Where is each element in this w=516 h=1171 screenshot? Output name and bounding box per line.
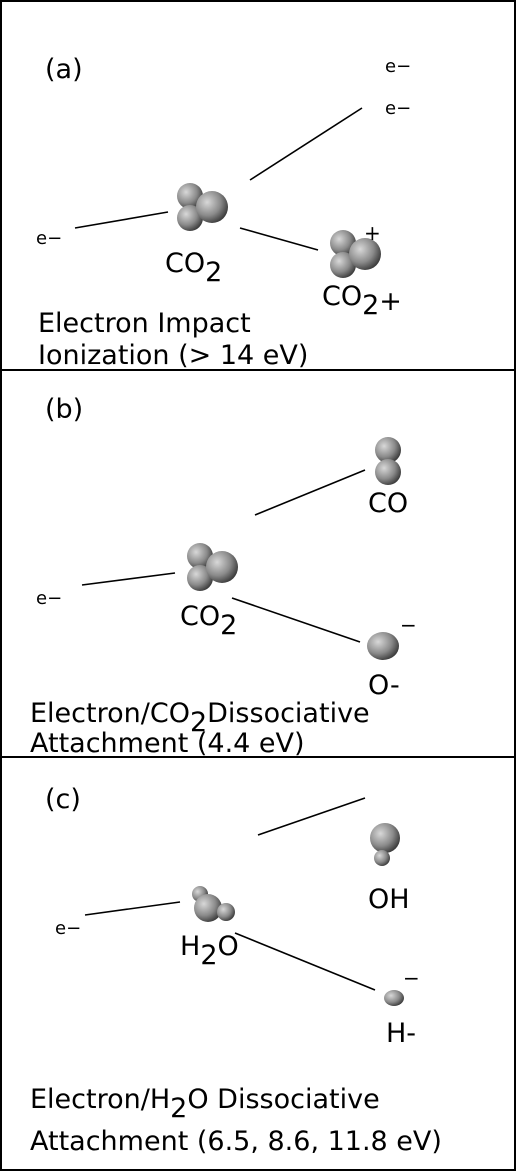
panel-label: (c) bbox=[45, 784, 81, 815]
caption: Attachment (6.5, 8.6, 11.8 eV) bbox=[30, 1126, 442, 1157]
molecule-label: CO2 bbox=[180, 601, 237, 641]
molecule bbox=[187, 543, 238, 591]
path bbox=[75, 212, 168, 228]
molecule-label: CO2+ bbox=[322, 281, 402, 321]
text-part: Dissociative bbox=[207, 698, 370, 729]
text-part: 2 bbox=[170, 1093, 187, 1124]
molecule bbox=[177, 183, 228, 231]
electron: e− bbox=[36, 228, 62, 249]
caption: Electron Impact bbox=[38, 308, 251, 339]
panel-c: (c) OH e− H2O − H- Electron/H2O Dissocia… bbox=[30, 784, 442, 1157]
text-part: + bbox=[379, 286, 402, 317]
panel-b: (b) CO e− CO2 − O- Electron/CO 2 Dissociat… bbox=[30, 394, 417, 759]
path bbox=[85, 902, 180, 915]
molecule-label: OH bbox=[368, 884, 410, 915]
charge: − bbox=[400, 613, 417, 637]
caption: Electron/H2O Dissociative bbox=[30, 1084, 380, 1124]
molecule bbox=[192, 886, 235, 922]
path bbox=[258, 798, 365, 835]
molecule bbox=[375, 437, 401, 485]
charge: − bbox=[403, 966, 420, 990]
molecule-label: CO2 bbox=[165, 248, 222, 288]
diagram: (a) e− e− e− CO2 + CO2+ Electron Impact … bbox=[0, 0, 516, 1171]
text-part: 2 bbox=[362, 290, 379, 321]
path bbox=[82, 573, 175, 585]
molecule-label: CO bbox=[368, 488, 408, 519]
path bbox=[250, 108, 362, 180]
charge: + bbox=[364, 221, 381, 245]
path bbox=[240, 228, 318, 250]
electron: e− bbox=[385, 98, 411, 119]
molecule-label: H2O bbox=[180, 931, 239, 971]
panel-label: (b) bbox=[45, 394, 83, 425]
electron: e− bbox=[36, 588, 62, 609]
molecule bbox=[370, 823, 400, 866]
path bbox=[232, 598, 360, 642]
text-part: O Dissociative bbox=[187, 1084, 379, 1115]
text-part: Electron/H bbox=[30, 1084, 170, 1115]
atom bbox=[367, 632, 399, 660]
molecule-label: O- bbox=[368, 670, 400, 701]
electron: e− bbox=[385, 56, 411, 77]
text-part: O bbox=[218, 931, 239, 962]
panel-label: (a) bbox=[45, 54, 83, 85]
text-part: CO bbox=[165, 248, 205, 279]
path bbox=[235, 933, 375, 990]
text-part: 2 bbox=[200, 940, 217, 971]
path bbox=[255, 470, 365, 515]
text-part: Electron/CO bbox=[30, 698, 190, 729]
electron: e− bbox=[55, 918, 81, 939]
text-part: CO bbox=[322, 281, 362, 312]
panel-a: (a) e− e− e− CO2 + CO2+ Electron Impact … bbox=[36, 54, 411, 371]
caption: Ionization (> 14 eV) bbox=[38, 340, 308, 371]
text-part: 2 bbox=[220, 610, 237, 641]
text-part: CO bbox=[180, 601, 220, 632]
text-part: H bbox=[180, 931, 200, 962]
text-part: 2 bbox=[205, 257, 222, 288]
frame bbox=[1, 1, 515, 1170]
molecule-label: H- bbox=[386, 1018, 416, 1049]
atom bbox=[384, 990, 404, 1006]
caption: Attachment (4.4 eV) bbox=[30, 728, 305, 759]
